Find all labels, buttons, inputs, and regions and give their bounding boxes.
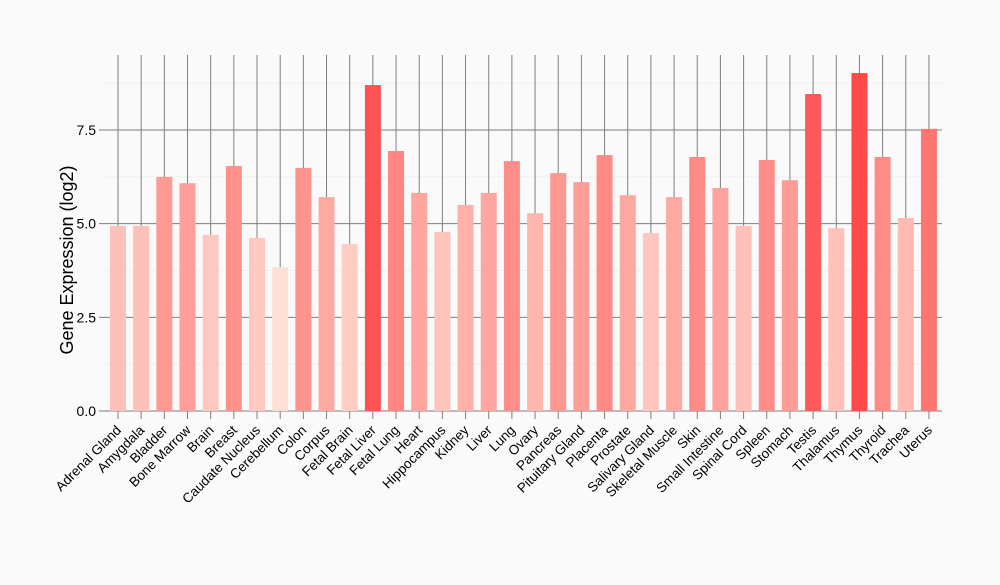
bar-heart xyxy=(411,192,428,411)
bar-thalamus xyxy=(828,228,845,411)
bar-small-intestine xyxy=(712,188,729,411)
y-axis: 0.0 2.5 5.0 7.5 xyxy=(77,122,97,419)
y-tick-label: 0.0 xyxy=(77,403,97,419)
bar-thymus xyxy=(851,73,868,412)
bar-skeletal-muscle xyxy=(666,197,683,411)
bar-ovary xyxy=(527,213,544,411)
bar-cerebellum xyxy=(272,267,289,411)
bar-fetal-liver xyxy=(364,85,381,411)
bars xyxy=(110,73,937,412)
y-tick-label: 7.5 xyxy=(77,122,97,138)
bar-pituitary-gland xyxy=(573,182,590,411)
bar-fetal-brain xyxy=(341,243,358,411)
y-tick-label: 2.5 xyxy=(77,309,97,325)
bar-fetal-lung xyxy=(388,150,405,412)
bar-placenta xyxy=(596,155,613,411)
bar-salivary-gland xyxy=(642,233,659,411)
bar-testis xyxy=(805,94,822,412)
bar-thyroid xyxy=(874,156,891,411)
bar-prostate xyxy=(619,195,636,411)
bar-spleen xyxy=(758,159,775,411)
bar-pancreas xyxy=(550,173,567,411)
bar-spinal-cord xyxy=(735,225,752,411)
bar-trachea xyxy=(897,218,914,411)
y-axis-label: Gene Expression (log2) xyxy=(57,165,77,354)
bar-bladder xyxy=(156,176,173,411)
bar-lung xyxy=(503,161,520,411)
bar-stomach xyxy=(781,180,798,411)
bar-caudate-nucleus xyxy=(249,237,266,411)
bar-skin xyxy=(689,156,706,411)
bar-kidney xyxy=(457,204,474,411)
bar-colon xyxy=(295,167,312,411)
bar-breast xyxy=(225,165,242,411)
bar-corpus xyxy=(318,197,335,411)
bar-hippocampus xyxy=(434,231,451,411)
bar-brain xyxy=(202,234,219,411)
bar-liver xyxy=(480,192,497,411)
y-tick-label: 5.0 xyxy=(77,216,97,232)
bar-bone-marrow xyxy=(179,183,196,411)
bar-uterus xyxy=(920,128,937,411)
bar-adrenal-gland xyxy=(110,225,126,411)
bar-amygdala xyxy=(133,225,150,411)
